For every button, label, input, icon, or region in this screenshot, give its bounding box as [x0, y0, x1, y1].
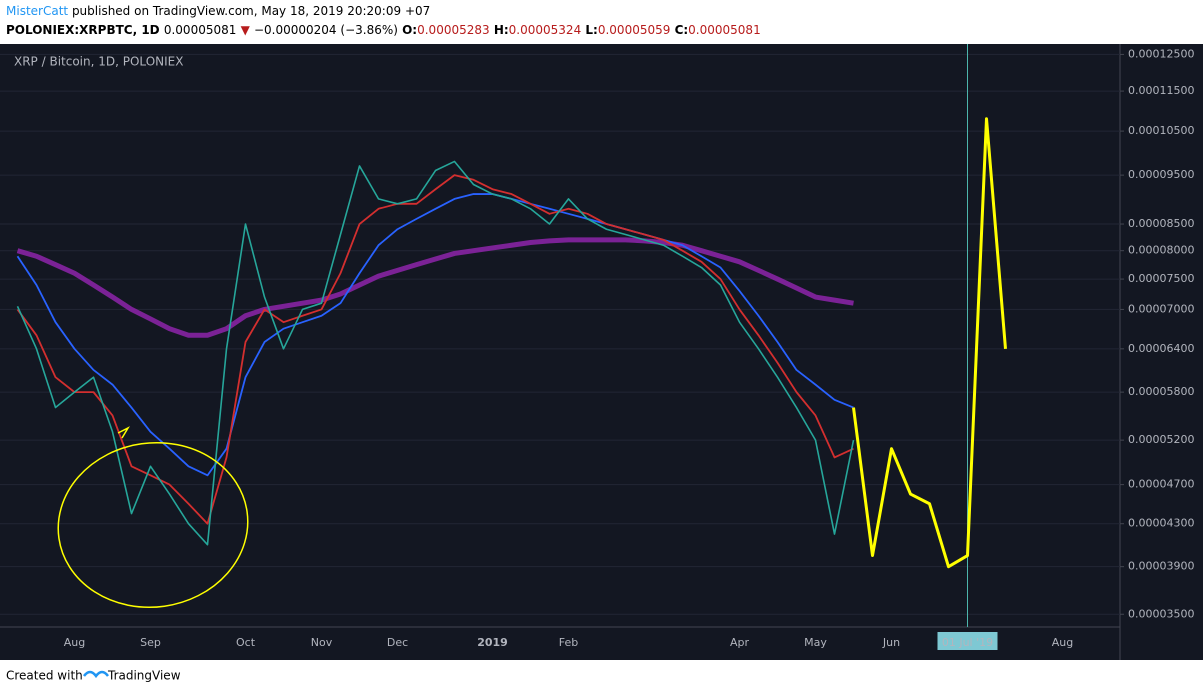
close-label: C:: [675, 23, 689, 37]
y-tick-label: 0.00004300: [1128, 517, 1194, 530]
published: published on TradingView.com, May 18, 20…: [72, 4, 430, 18]
series-line: [16, 174, 854, 525]
author: MisterCatt: [6, 4, 68, 18]
low-label: L:: [585, 23, 597, 37]
y-tick-label: 0.00008500: [1128, 217, 1194, 230]
series-line: [16, 237, 854, 338]
y-tick-label: 0.00007000: [1128, 302, 1194, 315]
x-tick-label: Sep: [140, 636, 161, 649]
change: −0.00000204 (−3.86%): [254, 23, 398, 37]
low: 0.00005059: [598, 23, 671, 37]
open-label: O:: [402, 23, 417, 37]
annotation-circle: [57, 441, 249, 609]
header-line-1: MisterCatt published on TradingView.com,…: [6, 4, 430, 18]
y-tick-label: 0.00011500: [1128, 84, 1194, 97]
high: 0.00005324: [509, 23, 582, 37]
arrow: ▼: [241, 23, 251, 37]
y-tick-label: 0.00004700: [1128, 478, 1194, 491]
x-tick-label: Jun: [882, 636, 900, 649]
chart-background: [0, 44, 1203, 660]
series-line: [16, 160, 855, 546]
symbol: POLONIEX:XRPBTC, 1D: [6, 23, 160, 37]
y-tick-label: 0.00007500: [1128, 272, 1194, 285]
last: 0.00005081: [164, 23, 237, 37]
x-tick-label: Nov: [311, 636, 333, 649]
y-tick-label: 0.00003900: [1128, 560, 1194, 573]
x-tick-label: 2019: [477, 636, 508, 649]
x-tick-label: Aug: [1052, 636, 1073, 649]
y-tick-label: 0.00009500: [1128, 168, 1194, 181]
series-line: [16, 193, 854, 477]
plot: 0.00012500 0.00011500 0.00010500 0.00009500…: [0, 44, 1194, 650]
y-tick-label: 0.00012500: [1128, 47, 1194, 60]
y-tick-label: 0.00008000: [1128, 244, 1194, 257]
open: 0.00005283: [417, 23, 490, 37]
cursor-label-box: [937, 632, 998, 650]
series-line: [852, 117, 1007, 569]
footer-text: Created with: [6, 669, 83, 683]
x-tick-label: Dec: [387, 636, 408, 649]
y-tick-label: 0.00005800: [1128, 385, 1194, 398]
y-tick-label: 0.00010500: [1128, 124, 1194, 137]
footer-brand: TradingView: [107, 669, 181, 683]
x-tick-label: Apr: [730, 636, 750, 649]
brand-logo: [83, 670, 109, 679]
x-tick-label: May: [804, 636, 827, 649]
y-tick-label: 0.00005200: [1128, 433, 1194, 446]
y-tick-label: 0.00003500: [1128, 607, 1194, 620]
x-tick-label: Feb: [559, 636, 578, 649]
high-label: H:: [494, 23, 509, 37]
x-tick-label: Oct: [236, 636, 256, 649]
y-tick-label: 0.00006400: [1128, 342, 1194, 355]
x-tick-label: 01 Jul '19: [942, 636, 993, 649]
annotation-arrow: [117, 426, 130, 439]
chart-title: XRP / Bitcoin, 1D, POLONIEX: [14, 55, 183, 69]
x-tick-label: Aug: [64, 636, 85, 649]
header-line-2: POLONIEX:XRPBTC, 1D 0.00005081 ▼ −0.0000…: [6, 23, 761, 37]
close: 0.00005081: [688, 23, 761, 37]
